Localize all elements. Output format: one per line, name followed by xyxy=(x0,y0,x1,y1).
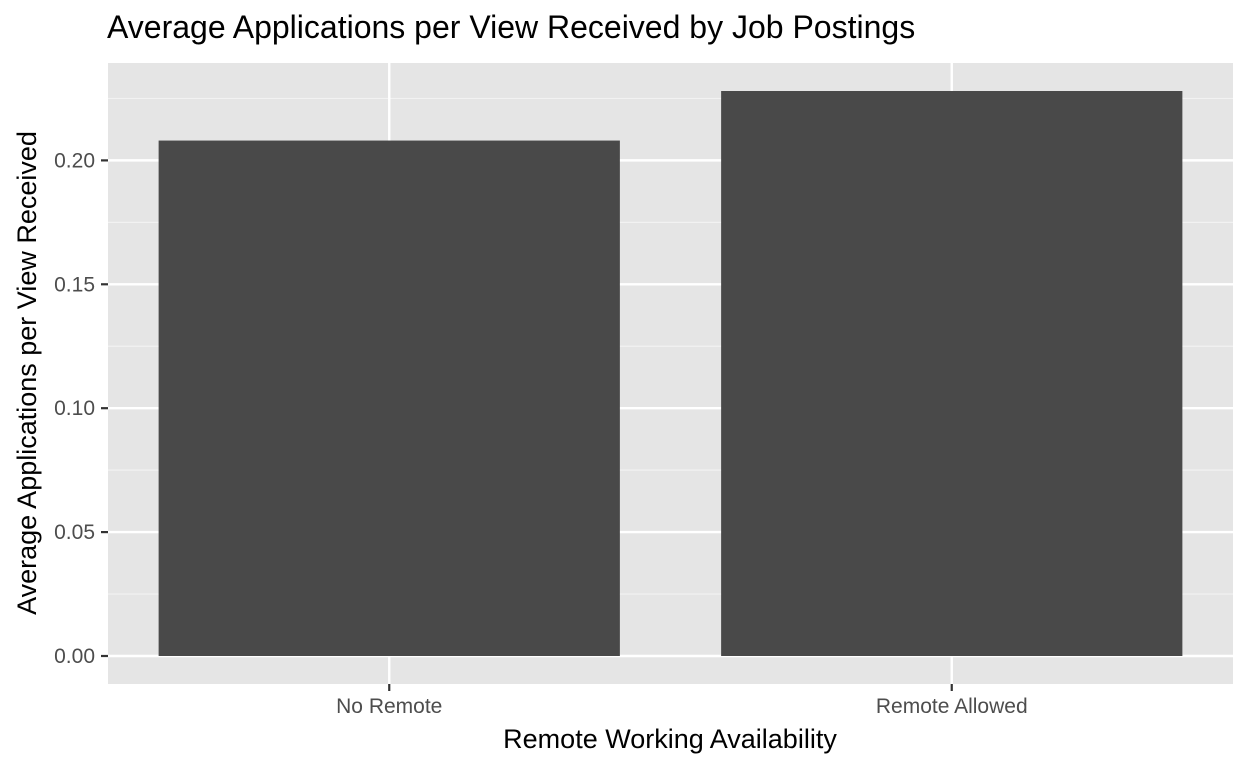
x-axis-title: Remote Working Availability xyxy=(503,724,837,754)
y-tick-label: 0.20 xyxy=(54,149,95,172)
y-axis-title: Average Applications per View Received xyxy=(12,131,42,615)
bars xyxy=(158,91,1183,656)
bar-no-remote xyxy=(158,140,620,656)
y-tick-label: 0.05 xyxy=(54,521,95,544)
x-axis: No Remote Remote Allowed xyxy=(336,684,1028,718)
x-tick-label: No Remote xyxy=(336,695,442,718)
chart-title: Average Applications per View Received b… xyxy=(107,9,915,45)
y-tick-label: 0.15 xyxy=(54,273,95,296)
x-tick-label: Remote Allowed xyxy=(876,695,1028,718)
y-tick-label: 0.10 xyxy=(54,397,95,420)
y-tick-label: 0.00 xyxy=(54,645,95,668)
bar-remote-allowed xyxy=(721,91,1183,656)
y-axis: 0.00 0.05 0.10 0.15 0.20 xyxy=(54,149,108,668)
